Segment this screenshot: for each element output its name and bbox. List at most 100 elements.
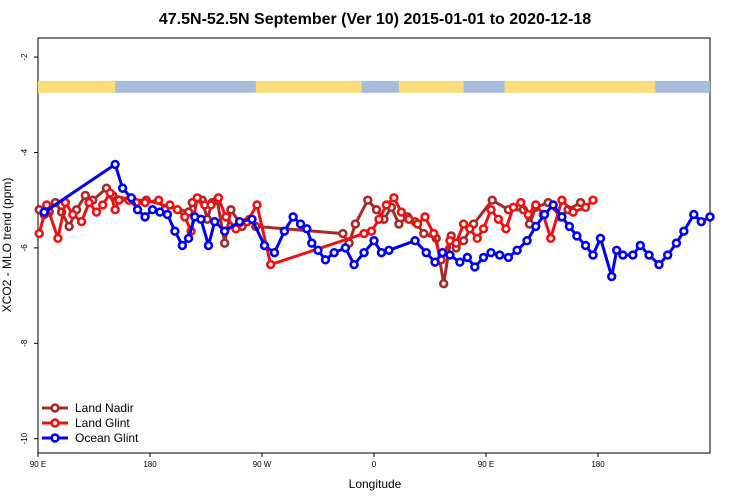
y-tick-label-0: -2: [20, 53, 29, 61]
ocean-glint-point: [307, 238, 317, 248]
land-glint-point: [389, 193, 399, 203]
ocean-glint-point: [455, 257, 465, 267]
ocean-glint-point: [580, 240, 591, 251]
ocean-glint-point: [512, 245, 522, 255]
ocean-glint-point: [654, 259, 664, 270]
ocean-glint-point: [588, 250, 598, 260]
land-glint-point: [478, 224, 489, 234]
land-glint-point: [508, 202, 519, 213]
ocean-glint-point: [183, 233, 194, 244]
land-band-3: [504, 80, 656, 93]
ocean-glint-point: [679, 226, 689, 236]
ocean-glint-point: [126, 193, 137, 203]
plot-area-frame: [37, 37, 711, 454]
land-glint-point: [34, 228, 44, 239]
land-glint-point: [359, 228, 369, 239]
land-glint-point: [381, 200, 392, 210]
land-glint-point: [429, 228, 439, 239]
y-tick-label-3: -8: [20, 339, 29, 347]
land-nadir-point: [438, 278, 449, 289]
land-glint-point: [404, 214, 414, 224]
ocean-glint-point: [696, 216, 706, 227]
ocean-glint-point: [234, 216, 245, 227]
land-glint-point: [172, 205, 183, 215]
land-glint-point: [516, 197, 526, 208]
x-tick-label-4: 90 E: [478, 460, 494, 469]
ocean-glint-point: [203, 240, 214, 251]
land-glint-point: [588, 195, 598, 205]
ocean-glint-point: [462, 252, 473, 263]
land-glint-point: [366, 226, 377, 236]
ocean-glint-point: [705, 212, 715, 222]
land-ocean-strip: [38, 80, 710, 93]
land-nadir-point: [487, 195, 497, 205]
ocean-glint-point: [196, 214, 206, 224]
legend-swatch-marker: [50, 418, 60, 428]
ocean-glint-point: [247, 214, 257, 224]
ocean-glint-point: [359, 247, 369, 258]
ocean-glint-point: [421, 247, 431, 258]
land-glint-point: [465, 224, 475, 234]
land-glint-point: [98, 200, 108, 210]
ocean-glint-point: [437, 247, 448, 258]
ocean-glint-point: [671, 238, 682, 248]
land-glint-point: [420, 212, 430, 222]
legend-item-land-nadir: Land Nadir: [42, 401, 134, 415]
ocean-glint-point: [548, 200, 558, 210]
land-glint-point: [140, 197, 150, 208]
ocean-glint-point: [177, 240, 188, 251]
ocean-glint-point: [259, 240, 270, 251]
ocean-glint-point: [644, 250, 654, 260]
x-axis: 90 E 180 90 W 0 90 E 180: [30, 453, 605, 469]
land-nadir-point: [458, 236, 469, 246]
land-nadir-point: [80, 190, 90, 201]
land-glint-point: [531, 200, 541, 210]
ocean-glint-point: [313, 245, 323, 255]
land-glint-point: [458, 219, 469, 229]
ocean-glint-point: [531, 221, 541, 232]
land-nadir-point: [371, 205, 382, 215]
ocean-glint-point: [369, 236, 379, 246]
land-nadir-point: [338, 228, 348, 239]
ocean-glint-point: [349, 259, 359, 270]
land-glint-point: [165, 200, 175, 210]
land-glint-point: [213, 193, 224, 203]
ocean-glint-point: [522, 236, 532, 246]
ocean-glint-point: [288, 212, 298, 222]
ocean-glint-point: [486, 247, 496, 258]
ocean-glint-point: [662, 250, 673, 260]
ocean-glint-point: [470, 262, 480, 272]
x-tick-label-0: 90 E: [30, 460, 46, 469]
ocean-glint-point: [635, 240, 646, 251]
ocean-glint-point: [503, 252, 514, 263]
series-layer: [34, 159, 715, 289]
legend-label: Land Glint: [75, 416, 130, 430]
ocean-glint-point: [302, 224, 312, 234]
land-glint-point: [91, 207, 102, 217]
ocean-glint-point: [410, 236, 420, 246]
land-glint-point: [68, 209, 78, 220]
chart-title: 47.5N-52.5N September (Ver 10) 2015-01-0…: [159, 11, 591, 28]
y-tick-label-4: -10: [20, 432, 29, 444]
y-tick-label-1: -4: [20, 148, 29, 156]
x-tick-label-1: 180: [143, 460, 157, 469]
x-tick-label-5: 180: [591, 460, 605, 469]
land-glint-point: [396, 207, 407, 217]
ocean-glint-point: [219, 226, 230, 236]
land-nadir-point: [419, 228, 429, 239]
y-axis: -2 -4 -6 -8 -10: [20, 53, 38, 444]
legend-swatch-marker: [50, 403, 60, 413]
land-glint-point: [76, 216, 87, 227]
ocean-glint-point: [320, 255, 331, 265]
land-glint-point: [486, 205, 496, 215]
ocean-glint-point: [611, 245, 622, 255]
y-axis-label: XCO2 - MLO trend (ppm): [0, 178, 14, 313]
legend-label: Ocean Glint: [75, 431, 139, 445]
y-tick-label-2: -6: [20, 244, 29, 252]
ocean-glint-point: [618, 250, 628, 260]
ocean-band: [38, 80, 710, 93]
ocean-glint-point: [279, 226, 290, 236]
ocean-glint-point: [140, 212, 150, 222]
